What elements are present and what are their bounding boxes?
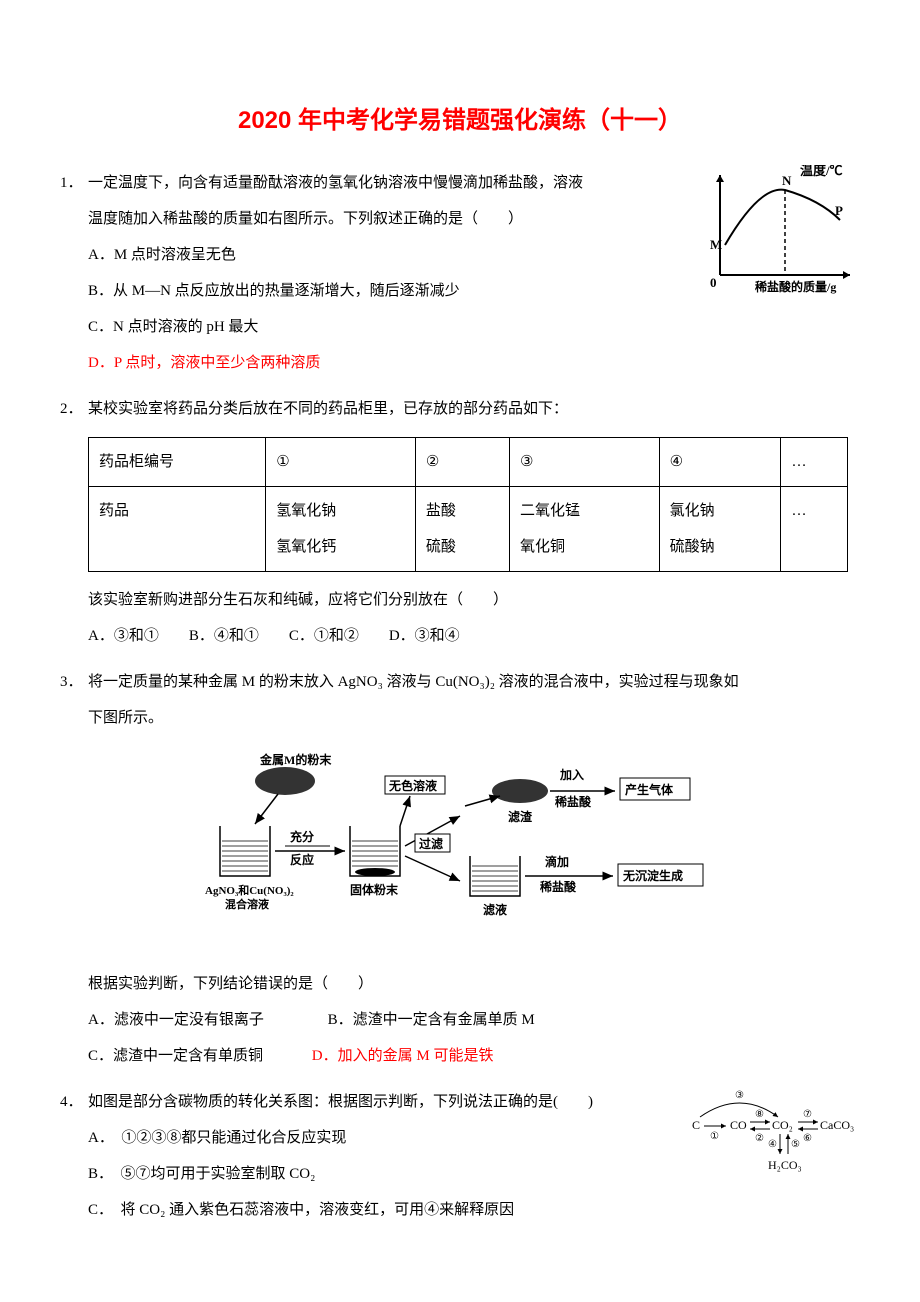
q2-stem: 某校实验室将药品分类后放在不同的药品柜里，已存放的部分药品如下： xyxy=(88,401,568,417)
q4-carbon-diagram: C CO CO₂ CaCO₃ H₂CO₃ ① ⑧ ② ⑦ ⑥ ④ ⑤ ③ xyxy=(690,1084,860,1174)
q3-option-b: B．滤渣中一定含有金属单质 M xyxy=(328,1012,535,1028)
q3-label-solid: 固体粉末 xyxy=(350,882,399,897)
q2-th-5: … xyxy=(781,438,848,487)
q2-th-4: ④ xyxy=(659,438,781,487)
q1-option-a: A．M 点时溶液呈无色 xyxy=(88,247,236,263)
q2-th-3: ③ xyxy=(510,438,660,487)
q2-td-0: 药品 xyxy=(89,487,266,572)
question-1: M N P 0 温度/℃ 稀盐酸的质量/g 1． 一定温度下，向含有适量酚酞溶液… xyxy=(60,165,860,381)
q3-label-residue: 滤渣 xyxy=(508,809,533,824)
q3-label-colorless: 无色溶液 xyxy=(388,778,437,793)
svg-text:滴加: 滴加 xyxy=(545,854,569,869)
q1-option-c: C．N 点时溶液的 pH 最大 xyxy=(88,319,258,335)
q4-node-c: C xyxy=(692,1118,700,1132)
q3-label-filtrate: 滤液 xyxy=(483,902,507,917)
svg-text:充分: 充分 xyxy=(290,829,314,844)
q3-number: 3． xyxy=(60,664,83,700)
svg-text:③: ③ xyxy=(735,1090,744,1101)
q2-td-2: 盐酸 硫酸 xyxy=(415,487,509,572)
q2-th-1: ① xyxy=(266,438,416,487)
q3-experiment-diagram: 金属M的粉末 AgNO₃和Cu(NO₃)₂ 混合溶液 充分 反应 固体粉末 过滤… xyxy=(200,746,720,926)
q2-number: 2． xyxy=(60,391,83,427)
q3-label-noppt: 无沉淀生成 xyxy=(622,868,683,883)
svg-text:④: ④ xyxy=(768,1139,777,1150)
svg-text:⑤: ⑤ xyxy=(791,1139,800,1150)
q1-point-n: N xyxy=(782,173,792,188)
q3-label-sol1: AgNO₃和Cu(NO₃)₂ xyxy=(205,883,294,897)
q4-number: 4． xyxy=(60,1084,83,1120)
svg-text:⑦: ⑦ xyxy=(803,1109,812,1120)
q1-number: 1． xyxy=(60,165,83,201)
q1-ylabel: 温度/℃ xyxy=(800,165,843,178)
q1-zero: 0 xyxy=(710,275,717,290)
page-title: 2020 年中考化学易错题强化演练（十一） xyxy=(60,100,860,135)
q4-node-co2: CO₂ xyxy=(772,1118,793,1132)
q1-temperature-graph: M N P 0 温度/℃ 稀盐酸的质量/g xyxy=(700,165,860,295)
q1-xlabel: 稀盐酸的质量/g xyxy=(755,279,836,294)
q2-table: 药品柜编号 ① ② ③ ④ … 药品 氢氧化钠 氢氧化钙 盐酸 硫酸 二氧化锰 … xyxy=(88,437,848,572)
q2-th-0: 药品柜编号 xyxy=(89,438,266,487)
svg-text:反应: 反应 xyxy=(290,852,314,867)
q1-option-b: B．从 M—N 点反应放出的热量逐渐增大，随后逐渐减少 xyxy=(88,283,460,299)
q1-stem-line1: 一定温度下，向含有适量酚酞溶液的氢氧化钠溶液中慢慢滴加稀盐酸，溶液 xyxy=(88,175,583,191)
q1-point-m: M xyxy=(710,237,722,252)
q1-option-d: D．P 点时，溶液中至少含两种溶质 xyxy=(88,355,320,371)
q1-point-p: P xyxy=(835,203,843,218)
svg-text:混合溶液: 混合溶液 xyxy=(225,897,270,911)
q4-option-c: C． 将 CO₂ 通入紫色石蕊溶液中，溶液变红，可用④来解释原因 xyxy=(88,1202,514,1218)
q3-label-powder: 金属M的粉末 xyxy=(259,752,332,767)
q3-option-d: D．加入的金属 M 可能是铁 xyxy=(312,1048,494,1064)
q3-tail: 根据实验判断，下列结论错误的是（ ） xyxy=(88,976,373,992)
svg-text:稀盐酸: 稀盐酸 xyxy=(540,879,577,894)
q4-option-b: B． ⑤⑦均可用于实验室制取 CO₂ xyxy=(88,1166,315,1182)
q3-stem-line2: 下图所示。 xyxy=(88,710,163,726)
q2-td-3: 二氧化锰 氧化铜 xyxy=(510,487,660,572)
question-3: 3． 将一定质量的某种金属 M 的粉末放入 AgNO₃ 溶液与 Cu(NO₃)₂… xyxy=(60,664,860,1074)
q2-td-5: … xyxy=(781,487,848,572)
q3-stem-line1: 将一定质量的某种金属 M 的粉末放入 AgNO₃ 溶液与 Cu(NO₃)₂ 溶液… xyxy=(88,674,739,690)
q3-label-gas: 产生气体 xyxy=(625,782,674,797)
q2-options: A．③和① B．④和① C．①和② D．③和④ xyxy=(88,628,460,644)
svg-text:①: ① xyxy=(710,1131,719,1142)
q4-node-caco3: CaCO₃ xyxy=(820,1118,854,1132)
q3-option-a: A．滤液中一定没有银离子 xyxy=(88,1012,264,1028)
q1-stem-line2: 温度随加入稀盐酸的质量如右图所示。下列叙述正确的是（ ） xyxy=(88,211,523,227)
q4-stem: 如图是部分含碳物质的转化关系图：根据图示判断，下列说法正确的是( ) xyxy=(88,1094,593,1110)
q3-label-filter: 过滤 xyxy=(419,836,443,851)
q2-tail: 该实验室新购进部分生石灰和纯碱，应将它们分别放在（ ） xyxy=(88,592,508,608)
svg-text:加入: 加入 xyxy=(559,767,584,782)
q2-td-1: 氢氧化钠 氢氧化钙 xyxy=(266,487,416,572)
svg-text:⑥: ⑥ xyxy=(803,1133,812,1144)
q4-node-h2co3: H₂CO₃ xyxy=(768,1158,802,1172)
svg-text:⑧: ⑧ xyxy=(755,1109,764,1120)
svg-text:②: ② xyxy=(755,1133,764,1144)
question-2: 2． 某校实验室将药品分类后放在不同的药品柜里，已存放的部分药品如下： 药品柜编… xyxy=(60,391,860,654)
q2-th-2: ② xyxy=(415,438,509,487)
q4-option-a: A． ①②③⑧都只能通过化合反应实现 xyxy=(88,1130,346,1146)
svg-text:稀盐酸: 稀盐酸 xyxy=(555,794,592,809)
q3-option-c: C．滤渣中一定含有单质铜 xyxy=(88,1048,263,1064)
question-4: C CO CO₂ CaCO₃ H₂CO₃ ① ⑧ ② ⑦ ⑥ ④ ⑤ ③ 4． … xyxy=(60,1084,860,1228)
q4-node-co: CO xyxy=(730,1118,747,1132)
q2-td-4: 氯化钠 硫酸钠 xyxy=(659,487,781,572)
